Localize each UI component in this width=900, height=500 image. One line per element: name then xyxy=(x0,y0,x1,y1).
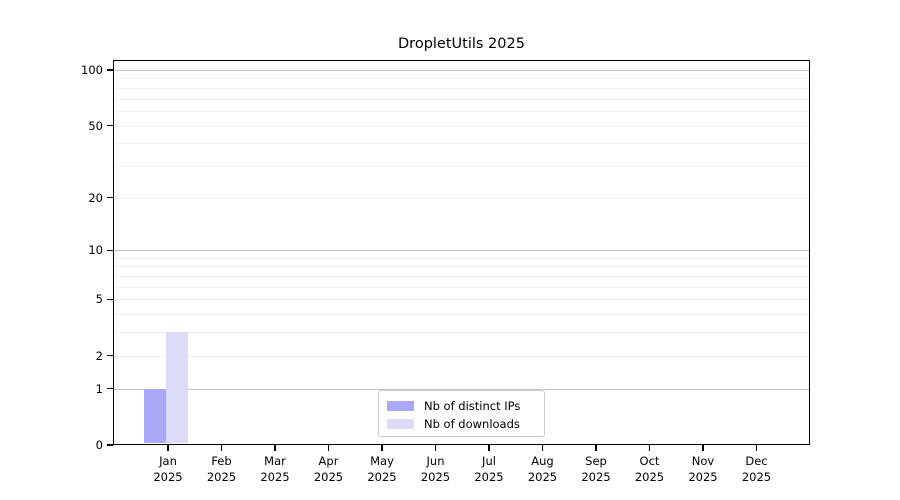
x-tick-mark xyxy=(648,445,651,451)
gridline-minor xyxy=(113,286,810,288)
gridline-major xyxy=(113,250,810,252)
x-tick-year: 2025 xyxy=(581,470,611,484)
legend: Nb of distinct IPs Nb of downloads xyxy=(378,390,545,437)
x-tick-label: Jan 2025 xyxy=(136,453,200,485)
y-tick-label: 2 xyxy=(95,348,103,363)
x-tick-year: 2025 xyxy=(313,470,344,484)
x-tick-mark xyxy=(702,445,704,451)
y-tick-mark xyxy=(107,355,113,357)
x-tick-mark xyxy=(167,445,169,451)
gridline-minor xyxy=(113,125,810,127)
x-tick-year: 2025 xyxy=(153,470,183,484)
x-tick-year: 2025 xyxy=(474,470,504,484)
y-tick-label: 50 xyxy=(88,118,103,133)
x-tick-mark xyxy=(434,445,437,451)
x-tick-month: Dec xyxy=(745,454,768,468)
x-tick-month: May xyxy=(370,454,394,468)
x-tick-month: Sep xyxy=(585,454,607,468)
x-tick-month: Oct xyxy=(639,454,660,468)
gridline-minor xyxy=(113,355,810,357)
gridline-minor xyxy=(113,78,810,80)
x-tick-year: 2025 xyxy=(260,470,290,484)
x-tick-year: 2025 xyxy=(206,470,237,484)
x-tick-year: 2025 xyxy=(634,470,665,484)
x-tick-label: Mar 2025 xyxy=(243,453,307,485)
gridline-minor xyxy=(113,110,810,112)
x-tick-label: May 2025 xyxy=(350,453,414,485)
gridline-minor xyxy=(113,332,810,334)
y-tick-label: 20 xyxy=(88,190,103,205)
legend-swatch-distinct-ips xyxy=(387,401,414,411)
gridline-minor xyxy=(113,276,810,278)
gridline-minor xyxy=(113,299,810,301)
gridline-minor xyxy=(113,165,810,167)
x-tick-year: 2025 xyxy=(688,470,718,484)
gridline-minor xyxy=(113,143,810,145)
x-tick-month: Jul xyxy=(482,454,496,468)
legend-item-distinct-ips: Nb of distinct IPs xyxy=(387,397,544,415)
y-tick-mark xyxy=(107,69,113,71)
x-tick-month: Aug xyxy=(531,454,554,468)
gridline-major xyxy=(113,388,810,390)
x-tick-year: 2025 xyxy=(420,470,451,484)
x-tick-mark xyxy=(595,445,597,451)
gridline-minor xyxy=(113,257,810,259)
gridline-minor xyxy=(113,197,810,199)
gridline-minor xyxy=(113,314,810,316)
x-tick-label: Nov 2025 xyxy=(671,453,735,485)
x-tick-month: Apr xyxy=(318,454,339,468)
y-tick-mark xyxy=(107,197,113,199)
y-tick-label: 100 xyxy=(81,63,103,77)
x-tick-label: Aug 2025 xyxy=(511,453,575,485)
x-tick-year: 2025 xyxy=(527,470,558,484)
x-tick-month: Feb xyxy=(211,454,232,468)
chart-title: DropletUtils 2025 xyxy=(398,36,525,52)
x-tick-month: Jun xyxy=(426,454,445,468)
y-tick-mark xyxy=(107,298,113,300)
x-tick-mark xyxy=(755,445,758,451)
x-tick-mark xyxy=(381,445,383,451)
x-tick-year: 2025 xyxy=(367,470,397,484)
x-tick-month: Mar xyxy=(264,454,286,468)
x-tick-label: Oct 2025 xyxy=(618,453,682,485)
x-tick-year: 2025 xyxy=(741,470,772,484)
gridline-minor xyxy=(113,98,810,100)
y-tick-mark xyxy=(107,124,113,127)
legend-item-downloads: Nb of downloads xyxy=(387,415,544,433)
x-tick-mark xyxy=(327,445,330,451)
y-tick-mark xyxy=(107,444,113,446)
bar-downloads xyxy=(166,332,188,444)
x-tick-mark xyxy=(274,445,276,451)
gridline-minor xyxy=(113,87,810,89)
x-tick-label: Jun 2025 xyxy=(404,453,468,485)
y-tick-mark xyxy=(107,249,113,251)
x-tick-mark xyxy=(488,445,490,451)
legend-label-downloads: Nb of downloads xyxy=(424,417,520,431)
y-tick-label: 0 xyxy=(95,438,103,452)
x-tick-mark xyxy=(541,445,544,451)
x-tick-label: Dec 2025 xyxy=(725,453,789,485)
y-tick-label: 10 xyxy=(88,243,103,258)
y-tick-label: 1 xyxy=(95,381,103,396)
x-tick-label: Feb 2025 xyxy=(190,453,254,485)
legend-label-distinct-ips: Nb of distinct IPs xyxy=(424,399,521,413)
x-tick-label: Sep 2025 xyxy=(564,453,628,485)
gridline-major xyxy=(113,70,810,71)
bar-distinct-ips xyxy=(144,388,166,444)
x-tick-label: Jul 2025 xyxy=(457,453,521,485)
x-tick-month: Nov xyxy=(691,454,715,468)
y-tick-label: 5 xyxy=(95,292,103,307)
legend-swatch-downloads xyxy=(387,419,414,429)
x-tick-mark xyxy=(220,445,223,451)
plot-area xyxy=(113,60,810,445)
x-tick-label: Apr 2025 xyxy=(297,453,361,485)
gridline-minor xyxy=(113,266,810,268)
y-tick-mark xyxy=(107,388,113,390)
x-tick-month: Jan xyxy=(159,454,177,468)
